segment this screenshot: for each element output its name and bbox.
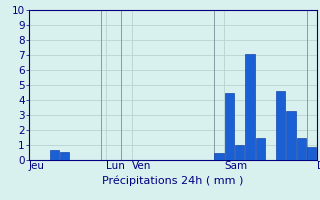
Bar	[225, 92, 234, 160]
X-axis label: Précipitations 24h ( mm ): Précipitations 24h ( mm )	[102, 176, 244, 186]
Bar	[50, 150, 59, 160]
Bar	[214, 152, 224, 160]
Bar	[297, 138, 306, 160]
Bar	[245, 53, 255, 160]
Bar	[235, 145, 244, 160]
Bar	[276, 91, 285, 160]
Bar	[256, 138, 265, 160]
Bar	[60, 152, 69, 160]
Bar	[286, 110, 296, 160]
Bar	[307, 146, 316, 160]
